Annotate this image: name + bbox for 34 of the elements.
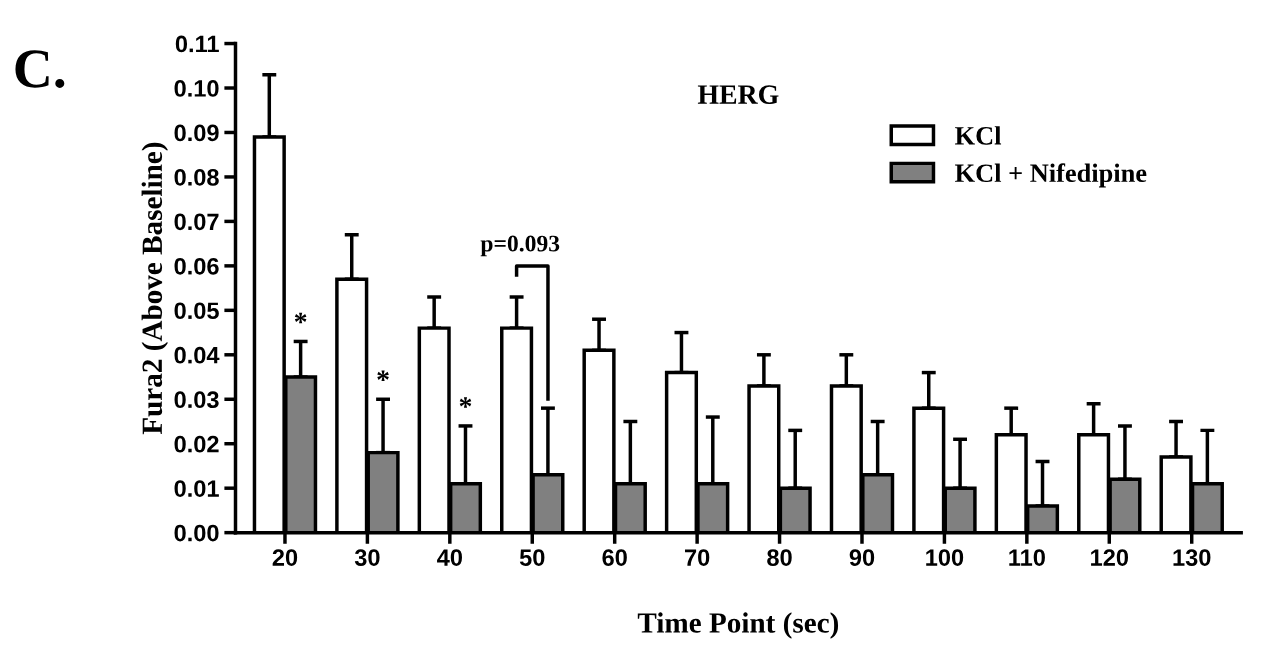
annotation: * bbox=[294, 312, 307, 324]
x-tick-label: 50 bbox=[519, 549, 545, 566]
y-tick-label: 0.05 bbox=[174, 302, 219, 320]
y-tick-label: 0.02 bbox=[174, 435, 219, 453]
text: C. bbox=[15, 50, 65, 88]
y-tick-label: 0.01 bbox=[174, 480, 219, 497]
y-tick-label: 0.07 bbox=[174, 213, 219, 231]
legend-label: KCl + Nifedipine bbox=[955, 163, 1147, 188]
y-tick-label: 0.06 bbox=[174, 257, 219, 275]
legend-label: KCl bbox=[955, 126, 1002, 145]
x-tick-label: 60 bbox=[602, 549, 627, 566]
y-tick-label: 0.08 bbox=[174, 169, 219, 186]
x-tick-label: 90 bbox=[849, 549, 875, 566]
x-tick-label: 20 bbox=[272, 549, 298, 566]
y-tick-label: 0.11 bbox=[175, 35, 219, 53]
annotation: * bbox=[459, 397, 472, 408]
y-tick-label: 0.09 bbox=[174, 124, 219, 142]
y-tick-label: 0.04 bbox=[174, 346, 220, 364]
y-tick-label: 0.03 bbox=[174, 391, 219, 409]
x-tick-label: 70 bbox=[685, 549, 710, 566]
y-axis-title: Fura2 (Above Baseline) bbox=[141, 142, 169, 435]
x-tick-label: 130 bbox=[1173, 549, 1211, 566]
annotation: * bbox=[377, 370, 389, 382]
x-tick-label: 100 bbox=[926, 549, 964, 566]
annotation: p=0.093 bbox=[480, 235, 560, 257]
x-axis-title: Time Point (sec) bbox=[637, 612, 839, 639]
y-tick-label: 0.10 bbox=[174, 80, 219, 97]
x-tick-label: 120 bbox=[1091, 549, 1129, 566]
x-tick-label: 110 bbox=[1009, 549, 1045, 566]
x-tick-label: 40 bbox=[437, 549, 462, 566]
x-tick-label: 30 bbox=[354, 549, 380, 566]
text: HERG bbox=[697, 85, 779, 104]
y-tick-label: 0.00 bbox=[174, 524, 219, 542]
x-tick-label: 80 bbox=[767, 549, 792, 566]
